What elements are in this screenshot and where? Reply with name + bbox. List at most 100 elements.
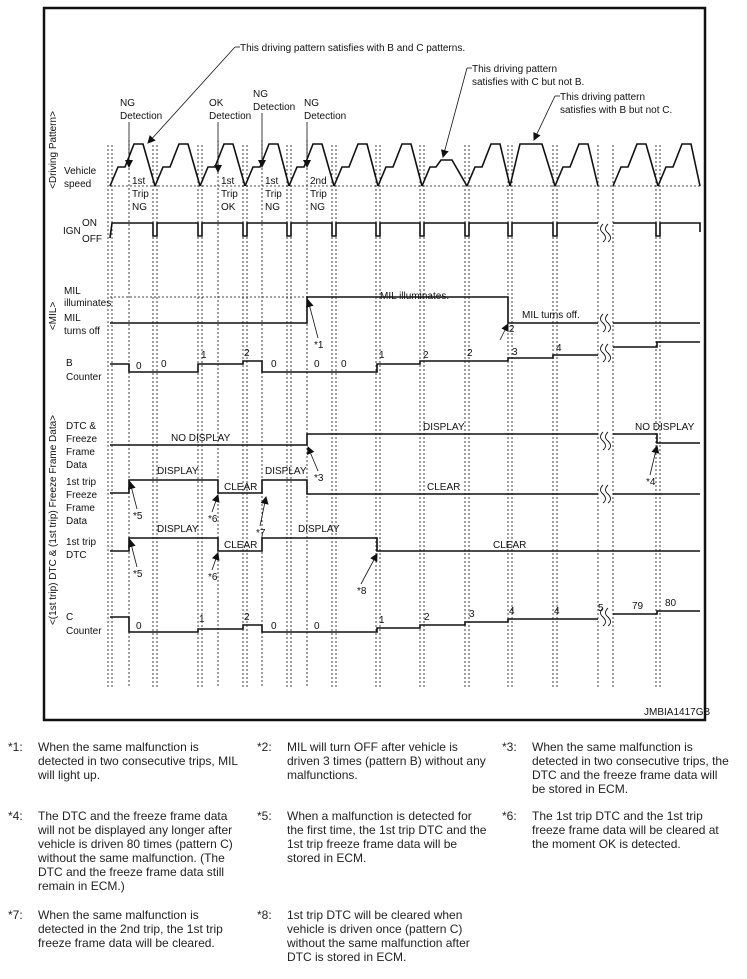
dtc-ffd-trace [110, 433, 598, 446]
footnote-markers: *1 *2 *3 *4 *5 *6 *7 *8 *5 *6 [133, 324, 656, 597]
label-mil-illuminates: illuminates [64, 298, 111, 309]
marker-arrow [127, 481, 138, 510]
first-trip-dtc-trace [110, 537, 700, 552]
detection-label: Detection [253, 102, 295, 113]
footnote: *4: The DTC and the freeze frame data wil… [8, 809, 240, 893]
break-symbol-icon [600, 313, 611, 333]
vehicle-speed-trace [199, 143, 246, 187]
b-counter-value: 2 [244, 348, 250, 359]
footnote: *6: The 1st trip DTC and the 1st trip fre… [502, 809, 734, 851]
label-vehicle-speed: speed [64, 179, 91, 190]
b-counter-value: 1 [201, 350, 207, 361]
detection-label: OK [209, 98, 224, 109]
state-clear: CLEAR [427, 482, 460, 493]
label-dtc-ffd: DTC & [66, 421, 96, 432]
figure-code: JMBIA1417GB [644, 707, 710, 718]
c-counter-value: 2 [244, 612, 250, 623]
b-counter-value: 0 [271, 359, 277, 370]
footnote-marker: *1 [314, 340, 324, 351]
marker-arrow [499, 323, 509, 341]
break-symbol-icon [600, 431, 611, 451]
footnote-marker: *6 [208, 514, 218, 525]
label-1st-trip-ffd: Frame [66, 503, 95, 514]
c-counter-value: 2 [424, 612, 430, 623]
vehicle-speed-trace [288, 143, 335, 187]
section-dtc: <(1st trip) DTC & (1st trip) Freeze Fram… [48, 415, 59, 625]
footnote-marker: *3 [314, 473, 324, 484]
diagram-frame [42, 6, 707, 722]
marker-arrow [305, 299, 319, 339]
label-dtc-ffd: Data [66, 460, 88, 471]
footnote: *3: When the same malfunction is detected… [502, 740, 734, 796]
c-counter-trace [613, 610, 700, 615]
vehicle-speed-trace [154, 143, 201, 187]
footnote: *8: 1st trip DTC will be cleared when veh… [257, 908, 489, 964]
b-counter-value: 2 [423, 350, 429, 361]
callout-pattern-b-not-c: satisfies with B but not C. [560, 105, 672, 116]
label-dtc-ffd: Freeze [66, 434, 98, 445]
footnote-number: *2: [257, 740, 272, 754]
marker-arrow [649, 445, 660, 476]
footnote-marker: *4 [646, 477, 656, 488]
trip-label: Trip [132, 189, 149, 200]
vehicle-speed-trace [466, 143, 511, 187]
footnote-text: When the same malfunction is detected in… [532, 740, 729, 796]
footnote-marker: *5 [133, 511, 143, 522]
b-counter-trace [613, 341, 700, 348]
trip-label: NG [265, 202, 280, 213]
mil-trace [110, 296, 598, 324]
c-counter-value: 1 [379, 615, 385, 626]
timing-diagram: <Driving Pattern> <MIL> <(1st trip) DTC … [42, 6, 710, 722]
b-counter-trace [110, 354, 598, 373]
c-counter-trace [110, 616, 598, 633]
b-counter-value: 0 [161, 359, 167, 370]
marker-arrow [211, 494, 220, 513]
label-ign: IGN [63, 226, 81, 237]
label-b-counter: Counter [66, 372, 102, 383]
c-counter-value: 4 [509, 606, 515, 617]
section-mil: <MIL> [48, 302, 59, 331]
break-symbol-icon [600, 343, 611, 363]
b-counter-value: 0 [314, 359, 320, 370]
b-counter-value: 2 [467, 348, 473, 359]
callout-arrows [125, 46, 660, 585]
label-mil-turns-off: turns off [64, 326, 100, 337]
labels: <Driving Pattern> <MIL> <(1st trip) DTC … [48, 43, 710, 718]
callout-pattern-c-not-b: This driving pattern [472, 64, 557, 75]
c-counter-value: 4 [554, 606, 560, 617]
c-counter-value: 80 [665, 598, 677, 609]
trip-label: OK [221, 202, 236, 213]
footnote-number: *6: [502, 809, 517, 823]
marker-arrow [360, 553, 378, 585]
marker-arrow [127, 539, 138, 568]
ign-trace [109, 222, 598, 239]
callout-pattern-bc: This driving pattern satisfies with B an… [240, 43, 465, 54]
c-counter-value: 79 [632, 601, 644, 612]
detection-label: NG [120, 98, 135, 109]
trip-label: 2nd [310, 176, 327, 187]
label-mil-illuminates: MIL [64, 286, 81, 297]
footnote-marker: *5 [133, 569, 143, 580]
trip-label: NG [132, 202, 147, 213]
footnote-marker: *6 [208, 572, 218, 583]
callout-pattern-c-not-b: satisfies with C but not B. [472, 77, 584, 88]
state-clear: CLEAR [224, 482, 257, 493]
label-1st-trip-ffd: Data [66, 516, 88, 527]
footnote-number: *8: [257, 908, 272, 922]
detection-label: NG [253, 89, 268, 100]
vehicle-speed-trace [554, 143, 599, 187]
detection-label: NG [304, 98, 319, 109]
section-driving-pattern: <Driving Pattern> [48, 111, 59, 189]
footnote-number: *4: [8, 809, 23, 823]
state-no-display: NO DISPLAY [635, 422, 695, 433]
break-symbol-icon [600, 607, 611, 627]
footnote-marker: *2 [505, 324, 515, 335]
callout-pattern-b-not-c: This driving pattern [560, 92, 645, 103]
footnote-text: 1st trip DTC will be cleared when vehicl… [287, 908, 470, 964]
break-symbol-icon [600, 223, 611, 243]
c-counter-value: 1 [199, 614, 205, 625]
c-counter-value: 5 [598, 603, 604, 614]
detection-label: Detection [120, 111, 162, 122]
vehicle-speed-trace [421, 159, 468, 187]
c-counter-value: 0 [314, 621, 320, 632]
